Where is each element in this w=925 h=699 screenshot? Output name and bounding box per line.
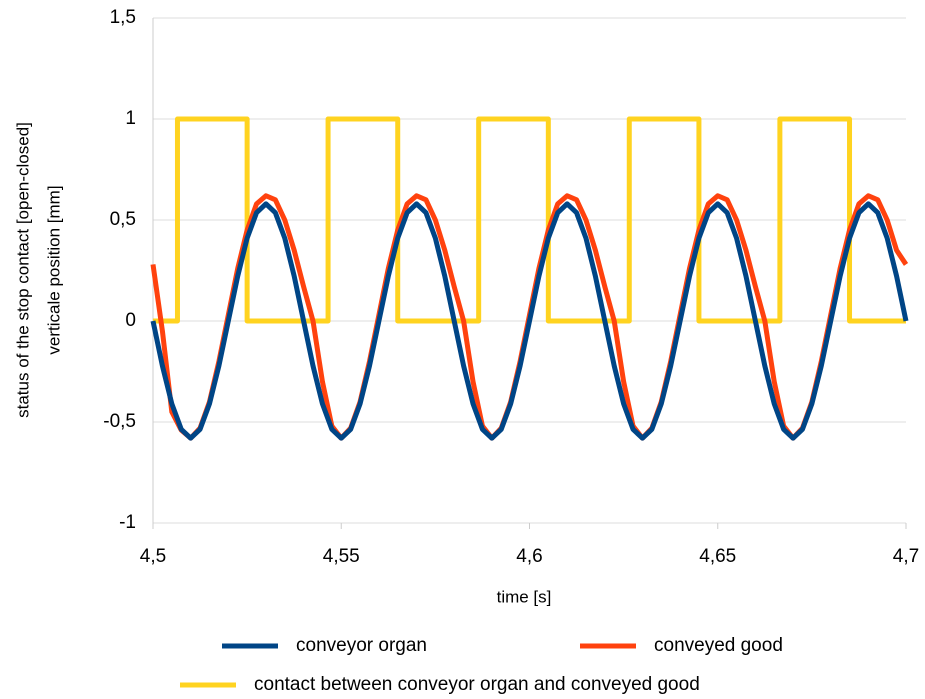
y-tick-label: -1 [119, 512, 136, 533]
legend-label: contact between conveyor organ and conve… [254, 674, 700, 695]
x-tick-label: 4,55 [323, 546, 360, 567]
y-tick-label: 1 [125, 108, 136, 129]
x-tick-label: 4,5 [140, 546, 166, 567]
x-tick-label: 4,7 [893, 546, 919, 567]
x-tick-label: 4,6 [516, 546, 542, 567]
x-tick-label: 4,65 [699, 546, 736, 567]
y-tick-label: 0,5 [110, 209, 136, 230]
series-line [153, 116, 906, 324]
y-tick-label: 0 [125, 310, 136, 331]
y-tick-label: 1,5 [110, 7, 136, 28]
y-axis-label: verticale position [mm] [44, 185, 63, 354]
y-axis-label: status of the stop contact [open-closed] [13, 122, 32, 418]
x-axis-label: time [s] [497, 587, 552, 606]
y-tick-label: -0,5 [103, 411, 136, 432]
series-line [150, 201, 909, 441]
legend-label: conveyor organ [296, 635, 427, 656]
legend-label: conveyed good [654, 635, 783, 656]
